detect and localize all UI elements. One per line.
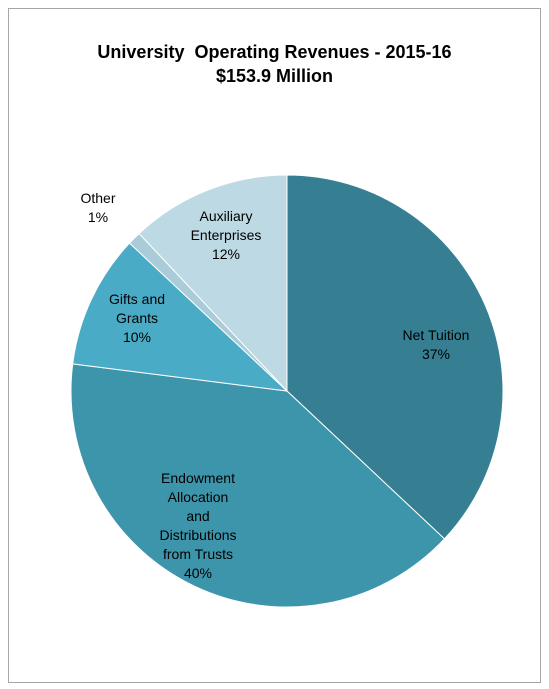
pie-slice-2 (72, 242, 289, 392)
slice-label-0: Net Tuition 37% (403, 327, 470, 362)
slice-label-4: Auxiliary Enterprises 12% (191, 208, 262, 262)
slice-label-3: Other 1% (80, 190, 115, 225)
slice-percent-1: 40% (184, 565, 212, 581)
slice-label-line-3-0: Other (80, 190, 115, 206)
slice-label-line-2-0: Gifts and (109, 291, 165, 307)
pie-slice-4 (138, 174, 288, 393)
chart-title-block: University Operating Revenues - 2015-16 … (0, 40, 549, 88)
pie-slice-0 (286, 174, 504, 540)
slice-label-line-1-2: and (186, 508, 209, 524)
slice-label-line-4-0: Auxiliary (200, 208, 253, 224)
slice-label-line-1-1: Allocation (168, 489, 229, 505)
slice-label-line-0-0: Net Tuition (403, 327, 470, 343)
slice-label-2: Gifts and Grants 10% (109, 291, 165, 345)
slice-label-line-4-1: Enterprises (191, 227, 262, 243)
slice-percent-3: 1% (88, 209, 108, 225)
slice-label-line-1-0: Endowment (161, 470, 235, 486)
slice-percent-0: 37% (422, 346, 450, 362)
slice-label-line-1-4: from Trusts (163, 546, 233, 562)
slice-label-line-1-3: Distributions (159, 527, 236, 543)
slice-label-1: Endowment Allocation and Distributions from … (159, 470, 236, 581)
pie-slice-1 (70, 363, 446, 608)
slice-percent-4: 12% (212, 246, 240, 262)
slice-label-line-2-1: Grants (116, 310, 158, 326)
slice-percent-2: 10% (123, 329, 151, 345)
chart-subtitle: $153.9 Million (215, 66, 334, 86)
chart-title: University Operating Revenues - 2015-16 (97, 42, 452, 62)
